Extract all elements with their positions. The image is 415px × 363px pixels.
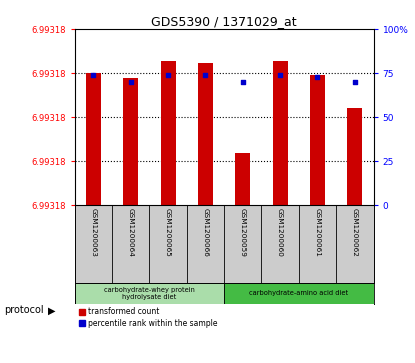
Text: GSM1200064: GSM1200064 bbox=[128, 208, 134, 257]
Text: GSM1200065: GSM1200065 bbox=[165, 208, 171, 257]
Point bbox=[239, 79, 246, 85]
Bar bbox=[224, 283, 374, 303]
Text: GSM1200066: GSM1200066 bbox=[203, 208, 208, 257]
Bar bbox=[347, 109, 362, 205]
Text: carbohydrate-whey protein
hydrolysate diet: carbohydrate-whey protein hydrolysate di… bbox=[104, 287, 195, 300]
Text: carbohydrate-amino acid diet: carbohydrate-amino acid diet bbox=[249, 290, 348, 296]
Text: GSM1200061: GSM1200061 bbox=[315, 208, 320, 257]
Bar bbox=[86, 73, 101, 205]
Point bbox=[277, 72, 283, 78]
Point bbox=[202, 72, 209, 78]
Point bbox=[127, 79, 134, 85]
Point bbox=[314, 74, 321, 79]
Bar bbox=[235, 152, 250, 205]
Bar bbox=[273, 61, 288, 205]
Text: GSM1200063: GSM1200063 bbox=[90, 208, 96, 257]
Text: GSM1200060: GSM1200060 bbox=[277, 208, 283, 257]
Bar bbox=[310, 75, 325, 205]
Bar bbox=[161, 61, 176, 205]
Point bbox=[352, 79, 358, 85]
Text: protocol: protocol bbox=[4, 305, 44, 315]
Legend: transformed count, percentile rank within the sample: transformed count, percentile rank withi… bbox=[78, 307, 217, 328]
Text: ▶: ▶ bbox=[48, 305, 55, 315]
Text: GSM1200059: GSM1200059 bbox=[240, 208, 246, 257]
Point bbox=[90, 72, 97, 78]
Bar bbox=[123, 78, 138, 205]
Point bbox=[165, 72, 171, 78]
Bar bbox=[198, 62, 213, 205]
Bar bbox=[75, 283, 224, 303]
Title: GDS5390 / 1371029_at: GDS5390 / 1371029_at bbox=[151, 15, 297, 28]
Text: GSM1200062: GSM1200062 bbox=[352, 208, 358, 257]
